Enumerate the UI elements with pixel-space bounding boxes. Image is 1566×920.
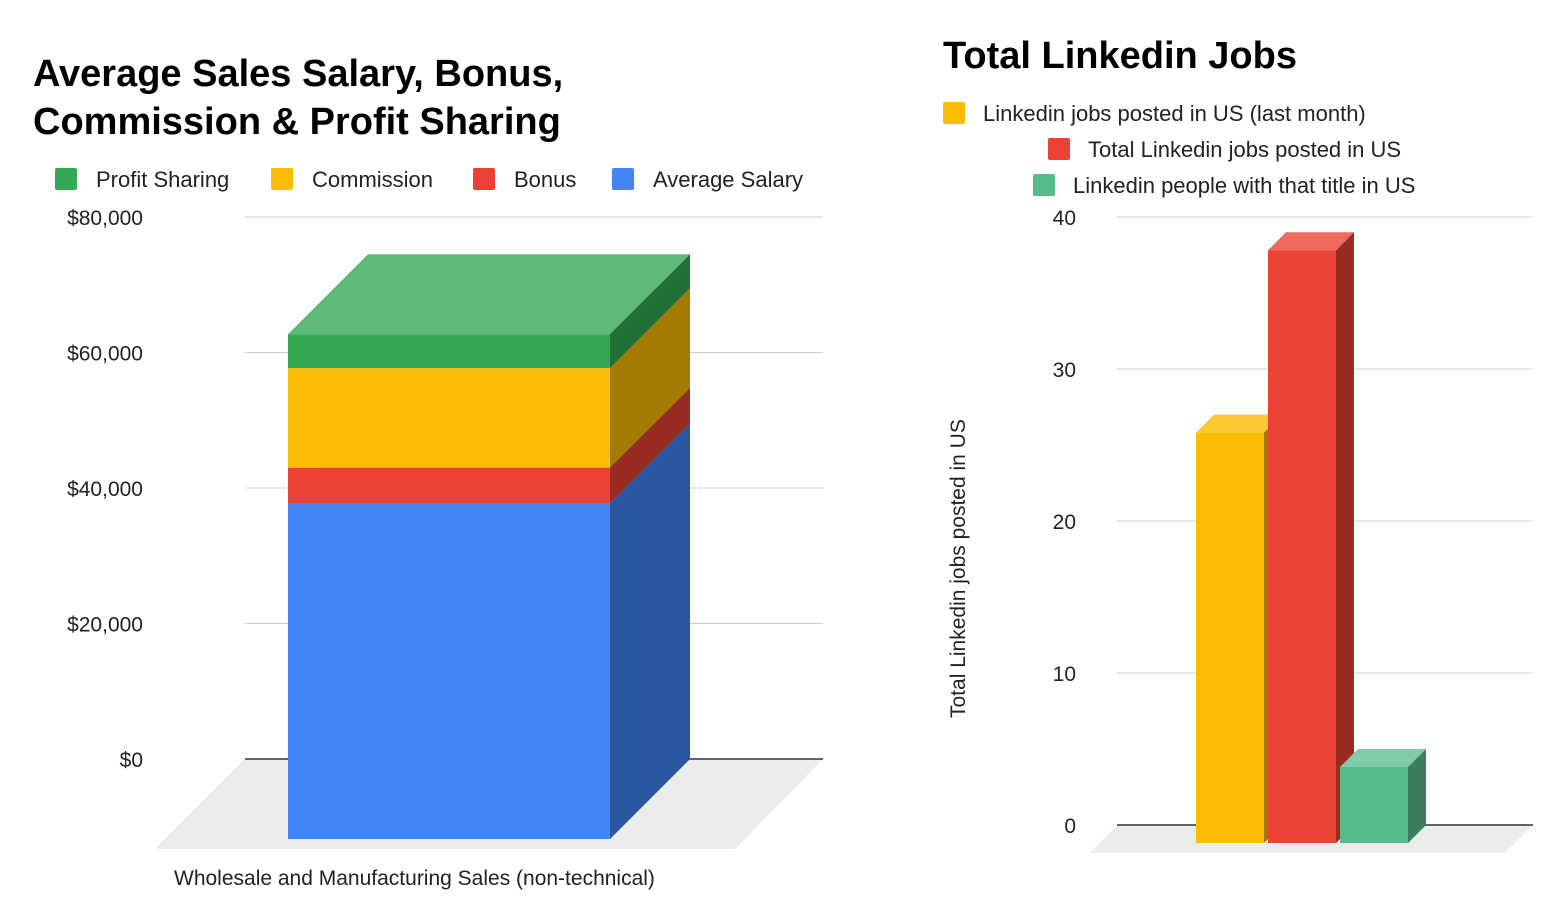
right-y-tick-label: 20 xyxy=(1053,511,1076,534)
left-y-tick-label: $20,000 xyxy=(67,614,143,637)
right-bar-1-front xyxy=(1196,432,1264,843)
right-bar-2-front xyxy=(1268,250,1336,843)
right-y-tick-label: 40 xyxy=(1053,207,1076,230)
right-legend-swatch xyxy=(1033,174,1055,196)
right-chart-title: Total Linkedin Jobs xyxy=(943,35,1297,77)
left-bar-bonus-side xyxy=(610,387,690,503)
right-y-tick-label: 10 xyxy=(1053,663,1076,686)
right-legend-label: Linkedin people with that title in US xyxy=(1073,173,1415,198)
left-bar-bonus-front xyxy=(288,467,610,503)
left-chart-title-line1: Average Sales Salary, Bonus, xyxy=(33,53,563,95)
left-y-tick-label: $0 xyxy=(120,749,143,772)
left-bar-commission-side xyxy=(610,288,690,468)
right-bar-1-top xyxy=(1196,414,1282,433)
left-bar-average-salary-front xyxy=(288,502,610,839)
right-bar-3-front xyxy=(1340,767,1408,843)
left-y-tick-label: $80,000 xyxy=(67,207,143,230)
right-bar-3-side xyxy=(1408,749,1426,843)
right-y-axis-label: Total Linkedin jobs posted in US xyxy=(947,419,970,718)
right-y-tick-label: 30 xyxy=(1053,359,1076,382)
left-y-tick-label: $60,000 xyxy=(67,343,143,366)
right-legend-label: Linkedin jobs posted in US (last month) xyxy=(983,101,1366,126)
left-legend-label: Average Salary xyxy=(653,167,803,192)
right-bar-2-top xyxy=(1268,232,1354,251)
right-y-tick-label: 0 xyxy=(1064,815,1076,838)
left-chart-title-line2: Commission & Profit Sharing xyxy=(33,101,561,143)
right-legend-swatch xyxy=(1048,138,1070,160)
left-bar-average-salary-side xyxy=(610,422,690,839)
right-legend-swatch xyxy=(943,102,965,124)
left-y-tick-label: $40,000 xyxy=(67,478,143,501)
left-bar-commission-front xyxy=(288,368,610,468)
left-legend-swatch xyxy=(271,168,293,190)
left-bar-profit-sharing-front xyxy=(288,334,610,369)
right-bar-2-side xyxy=(1336,232,1354,843)
left-legend-label: Commission xyxy=(312,167,433,192)
left-legend-swatch xyxy=(612,168,634,190)
left-legend-swatch xyxy=(55,168,77,190)
left-bar-profit-sharing-top xyxy=(288,254,690,335)
left-legend-swatch xyxy=(473,168,495,190)
left-bar-profit-sharing-side xyxy=(610,254,690,369)
left-legend-label: Bonus xyxy=(514,167,576,192)
left-x-category-label: Wholesale and Manufacturing Sales (non-t… xyxy=(174,867,655,890)
right-legend-label: Total Linkedin jobs posted in US xyxy=(1088,137,1401,162)
left-legend-label: Profit Sharing xyxy=(96,167,229,192)
right-bar-3-top xyxy=(1340,749,1426,767)
